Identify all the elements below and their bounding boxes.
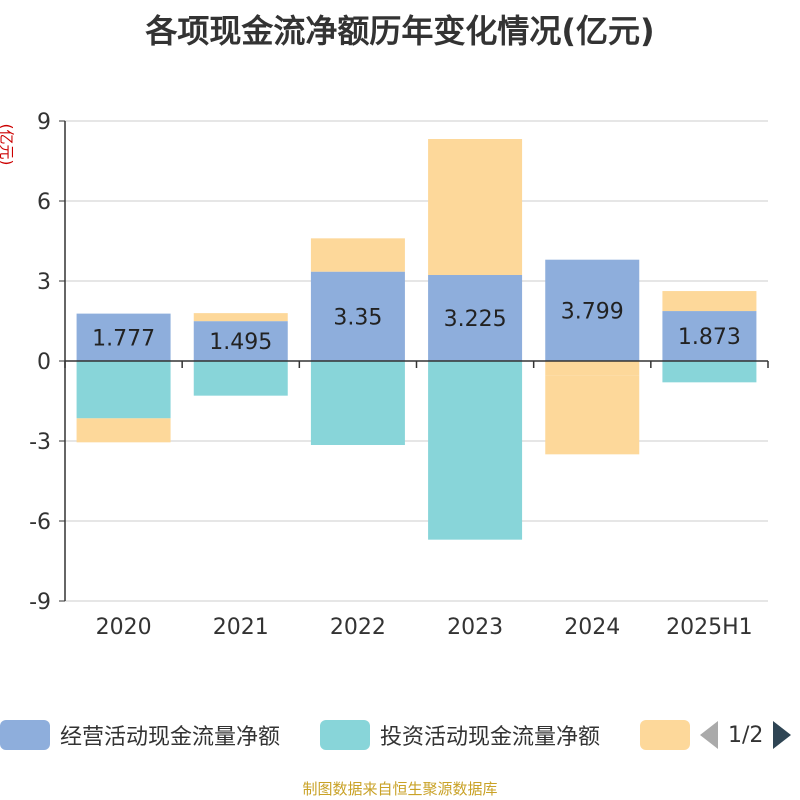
legend-swatch-investing <box>320 720 370 750</box>
legend-label-operating: 经营活动现金流量净额 <box>60 725 281 750</box>
bar-s0-2020 <box>76 313 171 361</box>
bar-s1-2023 <box>428 361 523 540</box>
legend-item-financing[interactable] <box>640 720 700 750</box>
x-tick-label-2024: 2024 <box>564 615 620 640</box>
data-label-2021: 1.495 <box>209 330 272 355</box>
bar-s2-2025H1 <box>662 291 757 312</box>
legend-swatch-operating <box>0 720 50 750</box>
bar-s0-2024 <box>545 259 640 361</box>
bar-s2-2021 <box>193 313 288 322</box>
bar-s0-2025H1 <box>662 311 757 361</box>
x-tick-label-2021: 2021 <box>213 615 269 640</box>
data-label-2024: 3.799 <box>561 299 624 324</box>
data-label-2020: 1.777 <box>92 326 155 351</box>
y-tick-label-1: 6 <box>37 190 51 215</box>
data-label-2023: 3.225 <box>444 307 507 332</box>
x-tick-label-2023: 2023 <box>447 615 503 640</box>
bar-s0-2021 <box>193 321 288 361</box>
bar-s0-2023 <box>428 275 523 361</box>
data-source-note: 制图数据来自恒生聚源数据库 <box>302 780 498 798</box>
x-tick-label-2022: 2022 <box>330 615 386 640</box>
legend-pager: 1/2 <box>700 720 792 750</box>
bar-s2-2022 <box>310 238 405 272</box>
y-tick-label-3: 0 <box>37 350 51 375</box>
data-label-2025H1: 1.873 <box>678 325 741 350</box>
y-tick-label-6: -9 <box>29 590 51 615</box>
legend-label-investing: 投资活动现金流量净额 <box>380 725 601 750</box>
bar-chart: 9 6 3 0 -3 -6 -9 1.777 1.495 3.35 3.225 3.799 1.873 2… <box>29 110 769 640</box>
legend-swatch-financing <box>640 720 690 750</box>
legend-item-investing[interactable]: 投资活动现金流量净额 <box>320 720 600 750</box>
bar-s0-2022 <box>310 271 405 361</box>
y-tick-label-0: 9 <box>37 110 51 135</box>
bar-s2-neg-2024 <box>545 361 640 376</box>
data-label-2022: 3.35 <box>333 305 382 330</box>
legend: 经营活动现金流量净额 投资活动现金流量净额 1/2 <box>0 712 800 756</box>
bar-s1-2022 <box>310 361 405 445</box>
chart-title: 各项现金流净额历年变化情况(亿元) <box>145 12 655 50</box>
bar-s2-2023 <box>428 139 523 275</box>
bar-s2-2024 <box>545 375 640 455</box>
pager-next-icon[interactable] <box>773 721 792 749</box>
x-tick-label-2020: 2020 <box>96 615 152 640</box>
y-tick-label-4: -3 <box>29 430 51 455</box>
y-tick-label-5: -6 <box>29 510 51 535</box>
bar-s1-2021 <box>193 361 288 396</box>
bar-s1-2020 <box>76 361 171 419</box>
y-tick-label-2: 3 <box>37 270 51 295</box>
bar-s2-2020 <box>76 418 171 443</box>
x-tick-label-2025H1: 2025H1 <box>666 615 753 640</box>
bar-s1-2025H1 <box>662 361 757 383</box>
pager-prev-icon[interactable] <box>700 721 718 749</box>
pager-page-indicator: 1/2 <box>728 722 764 748</box>
legend-item-operating[interactable]: 经营活动现金流量净额 <box>0 720 280 750</box>
